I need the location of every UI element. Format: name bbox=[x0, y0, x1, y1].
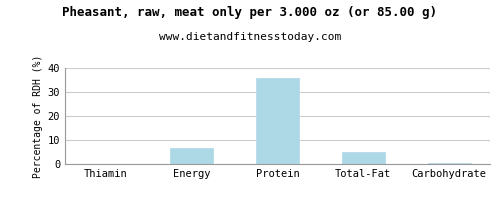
Bar bbox=[342, 152, 385, 164]
Y-axis label: Percentage of RDH (%): Percentage of RDH (%) bbox=[34, 54, 43, 178]
Text: www.dietandfitnesstoday.com: www.dietandfitnesstoday.com bbox=[159, 32, 341, 42]
Bar bbox=[256, 78, 299, 164]
Bar bbox=[428, 163, 470, 164]
Text: Pheasant, raw, meat only per 3.000 oz (or 85.00 g): Pheasant, raw, meat only per 3.000 oz (o… bbox=[62, 6, 438, 19]
Bar bbox=[170, 148, 213, 164]
